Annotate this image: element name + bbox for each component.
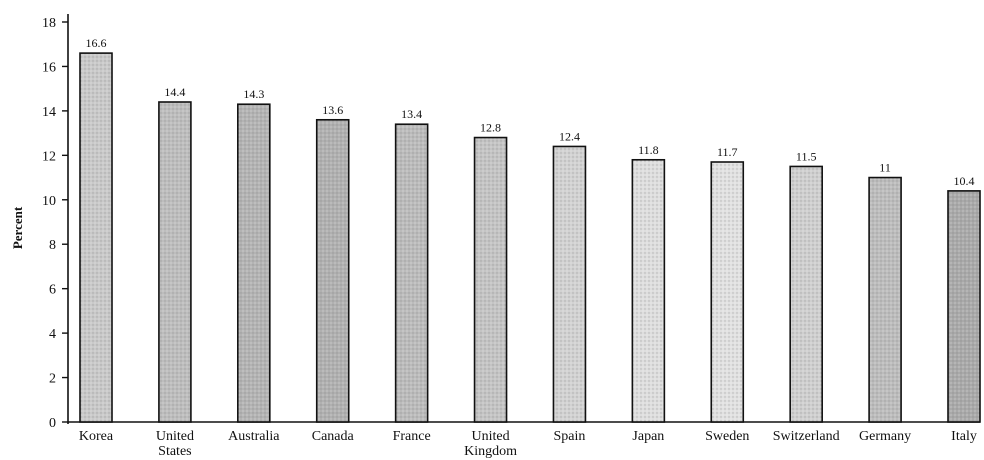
x-tick-label: France (393, 429, 431, 444)
x-tick-label: United Kingdom (464, 429, 517, 459)
y-tick-label: 8 (49, 238, 56, 253)
data-label: 11 (879, 161, 891, 175)
bar (79, 52, 113, 423)
bar (631, 158, 666, 423)
data-label: 13.6 (322, 103, 343, 117)
axes: 0 2 4 6 8 10 12 14 16 18 (42, 14, 980, 431)
y-tick-label: 10 (42, 194, 56, 209)
data-label: 11.5 (796, 149, 817, 163)
x-tick-label: Australia (228, 429, 280, 444)
data-label: 11.8 (638, 143, 659, 157)
y-tick-label: 2 (49, 372, 56, 387)
data-label: 16.6 (86, 36, 107, 50)
x-tick-label: Korea (79, 429, 114, 444)
x-tick-label: United States (156, 429, 194, 459)
data-label: 12.4 (559, 129, 580, 143)
y-tick-label: 6 (49, 283, 56, 298)
x-tick-label: Germany (859, 429, 911, 444)
x-tick-label: Japan (632, 429, 664, 444)
bar (947, 190, 981, 423)
data-label: 11.7 (717, 145, 738, 159)
labels: 16.6 Korea 14.4 United States 14.3 Australia 13… (79, 36, 977, 459)
bar (158, 101, 192, 423)
x-tick-label: Spain (554, 429, 586, 444)
x-tick-label: Canada (312, 429, 355, 444)
x-tick-label: Sweden (705, 429, 749, 444)
y-tick-label: 12 (42, 149, 56, 164)
data-label: 14.3 (243, 87, 264, 101)
bar (237, 103, 271, 423)
data-label: 12.8 (480, 121, 501, 135)
y-tick-label: 16 (42, 60, 56, 75)
y-tick-label: 18 (42, 16, 56, 31)
y-tick-label: 4 (49, 327, 56, 342)
y-tick-label: 0 (49, 416, 56, 431)
x-tick-label: Switzerland (773, 429, 840, 444)
data-label: 14.4 (164, 85, 185, 99)
data-label: 13.4 (401, 107, 422, 121)
x-tick-label: Italy (951, 429, 977, 444)
data-label: 10.4 (954, 174, 975, 188)
bars (79, 52, 981, 423)
bar (473, 136, 508, 423)
bar (315, 118, 350, 423)
bar (552, 145, 587, 423)
bar (868, 176, 902, 423)
bar (394, 123, 429, 423)
y-tick-label: 14 (42, 105, 56, 120)
bar (789, 165, 823, 423)
bar (710, 161, 745, 423)
y-axis-title: Percent (10, 206, 25, 249)
